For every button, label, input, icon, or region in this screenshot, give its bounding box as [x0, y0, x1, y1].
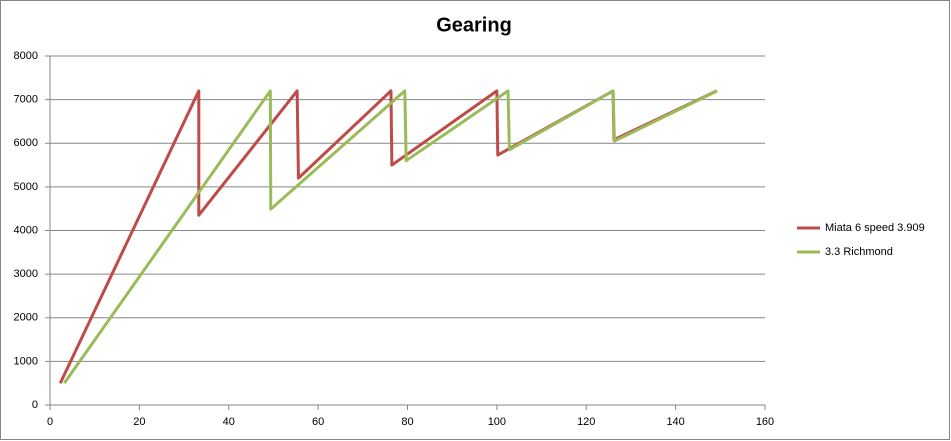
x-tick-label: 80 [401, 416, 413, 428]
x-tick-label: 100 [488, 416, 506, 428]
x-tick-label: 160 [756, 416, 774, 428]
x-tick-label: 0 [47, 416, 53, 428]
legend-label: 3.3 Richmond [825, 246, 893, 258]
y-tick-label: 4000 [14, 224, 38, 236]
y-tick-label: 8000 [14, 50, 38, 62]
x-tick-label: 20 [133, 416, 145, 428]
x-tick-label: 60 [312, 416, 324, 428]
y-tick-label: 7000 [14, 94, 38, 106]
y-tick-label: 2000 [14, 312, 38, 324]
y-tick-label: 0 [32, 399, 38, 411]
series-line [63, 89, 718, 385]
y-tick-label: 6000 [14, 137, 38, 149]
y-tick-label: 3000 [14, 268, 38, 280]
chart-title: Gearing [436, 14, 512, 36]
y-tick-label: 1000 [14, 355, 38, 367]
x-tick-label: 40 [223, 416, 235, 428]
x-tick-label: 120 [577, 416, 595, 428]
y-tick-label: 5000 [14, 181, 38, 193]
legend-label: Miata 6 speed 3.909 [825, 222, 925, 234]
x-tick-label: 140 [666, 416, 684, 428]
